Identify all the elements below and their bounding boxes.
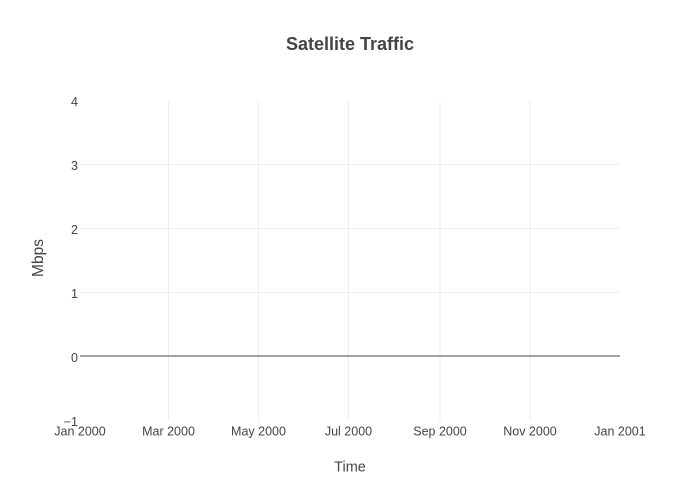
svg-text:2: 2 (71, 223, 78, 237)
svg-text:Nov 2000: Nov 2000 (503, 424, 557, 438)
svg-text:3: 3 (71, 159, 78, 173)
svg-text:Jul 2000: Jul 2000 (325, 424, 372, 438)
svg-text:Jan 2000: Jan 2000 (54, 424, 105, 438)
svg-text:Mbps: Mbps (30, 239, 47, 277)
svg-text:Time: Time (334, 460, 366, 476)
svg-text:4: 4 (71, 95, 78, 109)
svg-text:Sep 2000: Sep 2000 (413, 424, 467, 438)
svg-text:Mar 2000: Mar 2000 (142, 424, 195, 438)
svg-text:May 2000: May 2000 (231, 424, 286, 438)
svg-text:Jan 2001: Jan 2001 (594, 424, 645, 438)
svg-text:Satellite Traffic: Satellite Traffic (286, 34, 414, 54)
svg-text:−1: −1 (64, 415, 78, 429)
svg-text:1: 1 (71, 287, 78, 301)
svg-text:0: 0 (71, 351, 78, 365)
